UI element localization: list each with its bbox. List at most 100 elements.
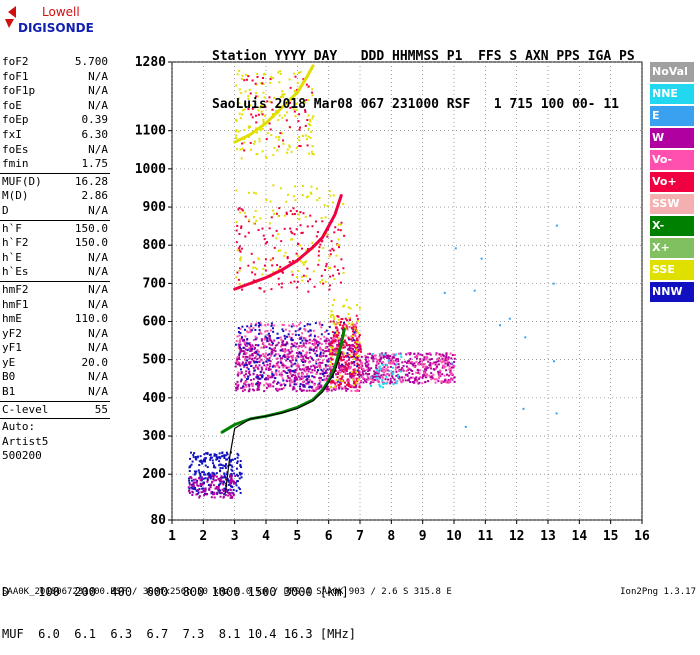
echo-point: [379, 360, 382, 363]
echo-point: [347, 313, 350, 316]
echo-point: [406, 373, 409, 376]
echo-point: [293, 380, 296, 383]
echo-point: [275, 357, 278, 360]
echo-point: [223, 487, 226, 490]
echo-point: [319, 280, 322, 283]
echo-point: [246, 349, 249, 352]
legend-item-nnw: NNW: [650, 282, 694, 302]
echo-point: [277, 233, 280, 236]
echo-point: [368, 352, 371, 355]
param-name: foEs: [2, 142, 29, 156]
echo-point: [196, 484, 199, 487]
echo-point: [300, 337, 303, 340]
echo-point: [334, 350, 337, 353]
echo-point: [352, 348, 355, 351]
echo-point: [237, 327, 240, 330]
echo-point: [278, 388, 281, 391]
echo-point: [279, 72, 282, 75]
echo-point: [223, 457, 226, 460]
echo-point: [356, 345, 359, 348]
echo-point: [221, 452, 224, 455]
echo-point: [438, 371, 441, 374]
x-tick-label: 15: [603, 529, 619, 544]
echo-point: [375, 366, 378, 369]
echo-point: [258, 140, 261, 143]
echo-point: [449, 381, 452, 384]
echo-point: [276, 382, 279, 385]
echo-point: [302, 263, 305, 266]
echo-point: [298, 139, 301, 142]
echo-point: [236, 358, 239, 361]
echo-point: [360, 361, 363, 364]
echo-point: [326, 235, 329, 238]
echo-point: [336, 329, 339, 332]
echo-point: [355, 343, 358, 346]
echo-point: [270, 324, 273, 327]
echo-point: [227, 489, 230, 492]
echo-point: [319, 243, 322, 246]
echo-point: [302, 380, 305, 383]
echo-point: [236, 363, 239, 366]
echo-point: [284, 328, 287, 331]
echo-point: [351, 374, 354, 377]
echo-point: [353, 323, 356, 326]
echo-point: [213, 479, 216, 482]
echo-point: [376, 372, 379, 375]
echo-point: [289, 86, 292, 89]
echo-point: [377, 362, 380, 365]
echo-point: [317, 335, 320, 338]
echo-point: [308, 348, 311, 351]
echo-point: [228, 483, 231, 486]
echo-point: [354, 339, 357, 342]
echo-point: [346, 368, 349, 371]
echo-point: [332, 346, 335, 349]
echo-point: [320, 343, 323, 346]
echo-point: [254, 335, 257, 338]
echo-point: [211, 474, 214, 477]
echo-point: [313, 335, 316, 338]
echo-point: [204, 473, 207, 476]
echo-point: [337, 318, 340, 321]
echo-point: [276, 389, 279, 392]
echo-point: [231, 495, 234, 498]
echo-point: [334, 382, 337, 385]
echo-point: [310, 386, 313, 389]
echo-point: [346, 379, 349, 382]
echo-point: [288, 352, 291, 355]
echo-point: [204, 477, 207, 480]
echo-point: [330, 358, 333, 361]
echo-point: [268, 347, 271, 350]
param-name: Artist5: [2, 434, 49, 448]
legend-item-x-: X-: [650, 216, 694, 236]
echo-point: [299, 145, 302, 148]
echo-point: [324, 269, 327, 272]
echo-point: [298, 345, 301, 348]
echo-point: [209, 453, 212, 456]
echo-point: [418, 377, 421, 380]
echo-point: [262, 73, 265, 76]
echo-point: [388, 357, 391, 360]
echo-point: [338, 366, 341, 369]
echo-point: [271, 372, 274, 375]
echo-point: [389, 377, 392, 380]
echo-point: [280, 349, 283, 352]
echo-point: [251, 79, 254, 82]
echo-point: [393, 354, 396, 357]
echo-point: [243, 108, 246, 111]
echo-point: [281, 282, 284, 285]
echo-point: [217, 486, 220, 489]
echo-point: [236, 249, 239, 252]
echo-point: [425, 369, 428, 372]
echo-point: [337, 238, 340, 241]
echo-point: [250, 329, 253, 332]
echo-point: [441, 364, 444, 367]
echo-point: [284, 251, 287, 254]
echo-point: [411, 372, 414, 375]
echo-point: [430, 378, 433, 381]
echo-point: [259, 359, 262, 362]
echo-point: [386, 366, 389, 369]
echo-point: [230, 485, 233, 488]
echo-point: [278, 114, 281, 117]
echo-point: [244, 90, 247, 93]
echo-point: [426, 366, 429, 369]
